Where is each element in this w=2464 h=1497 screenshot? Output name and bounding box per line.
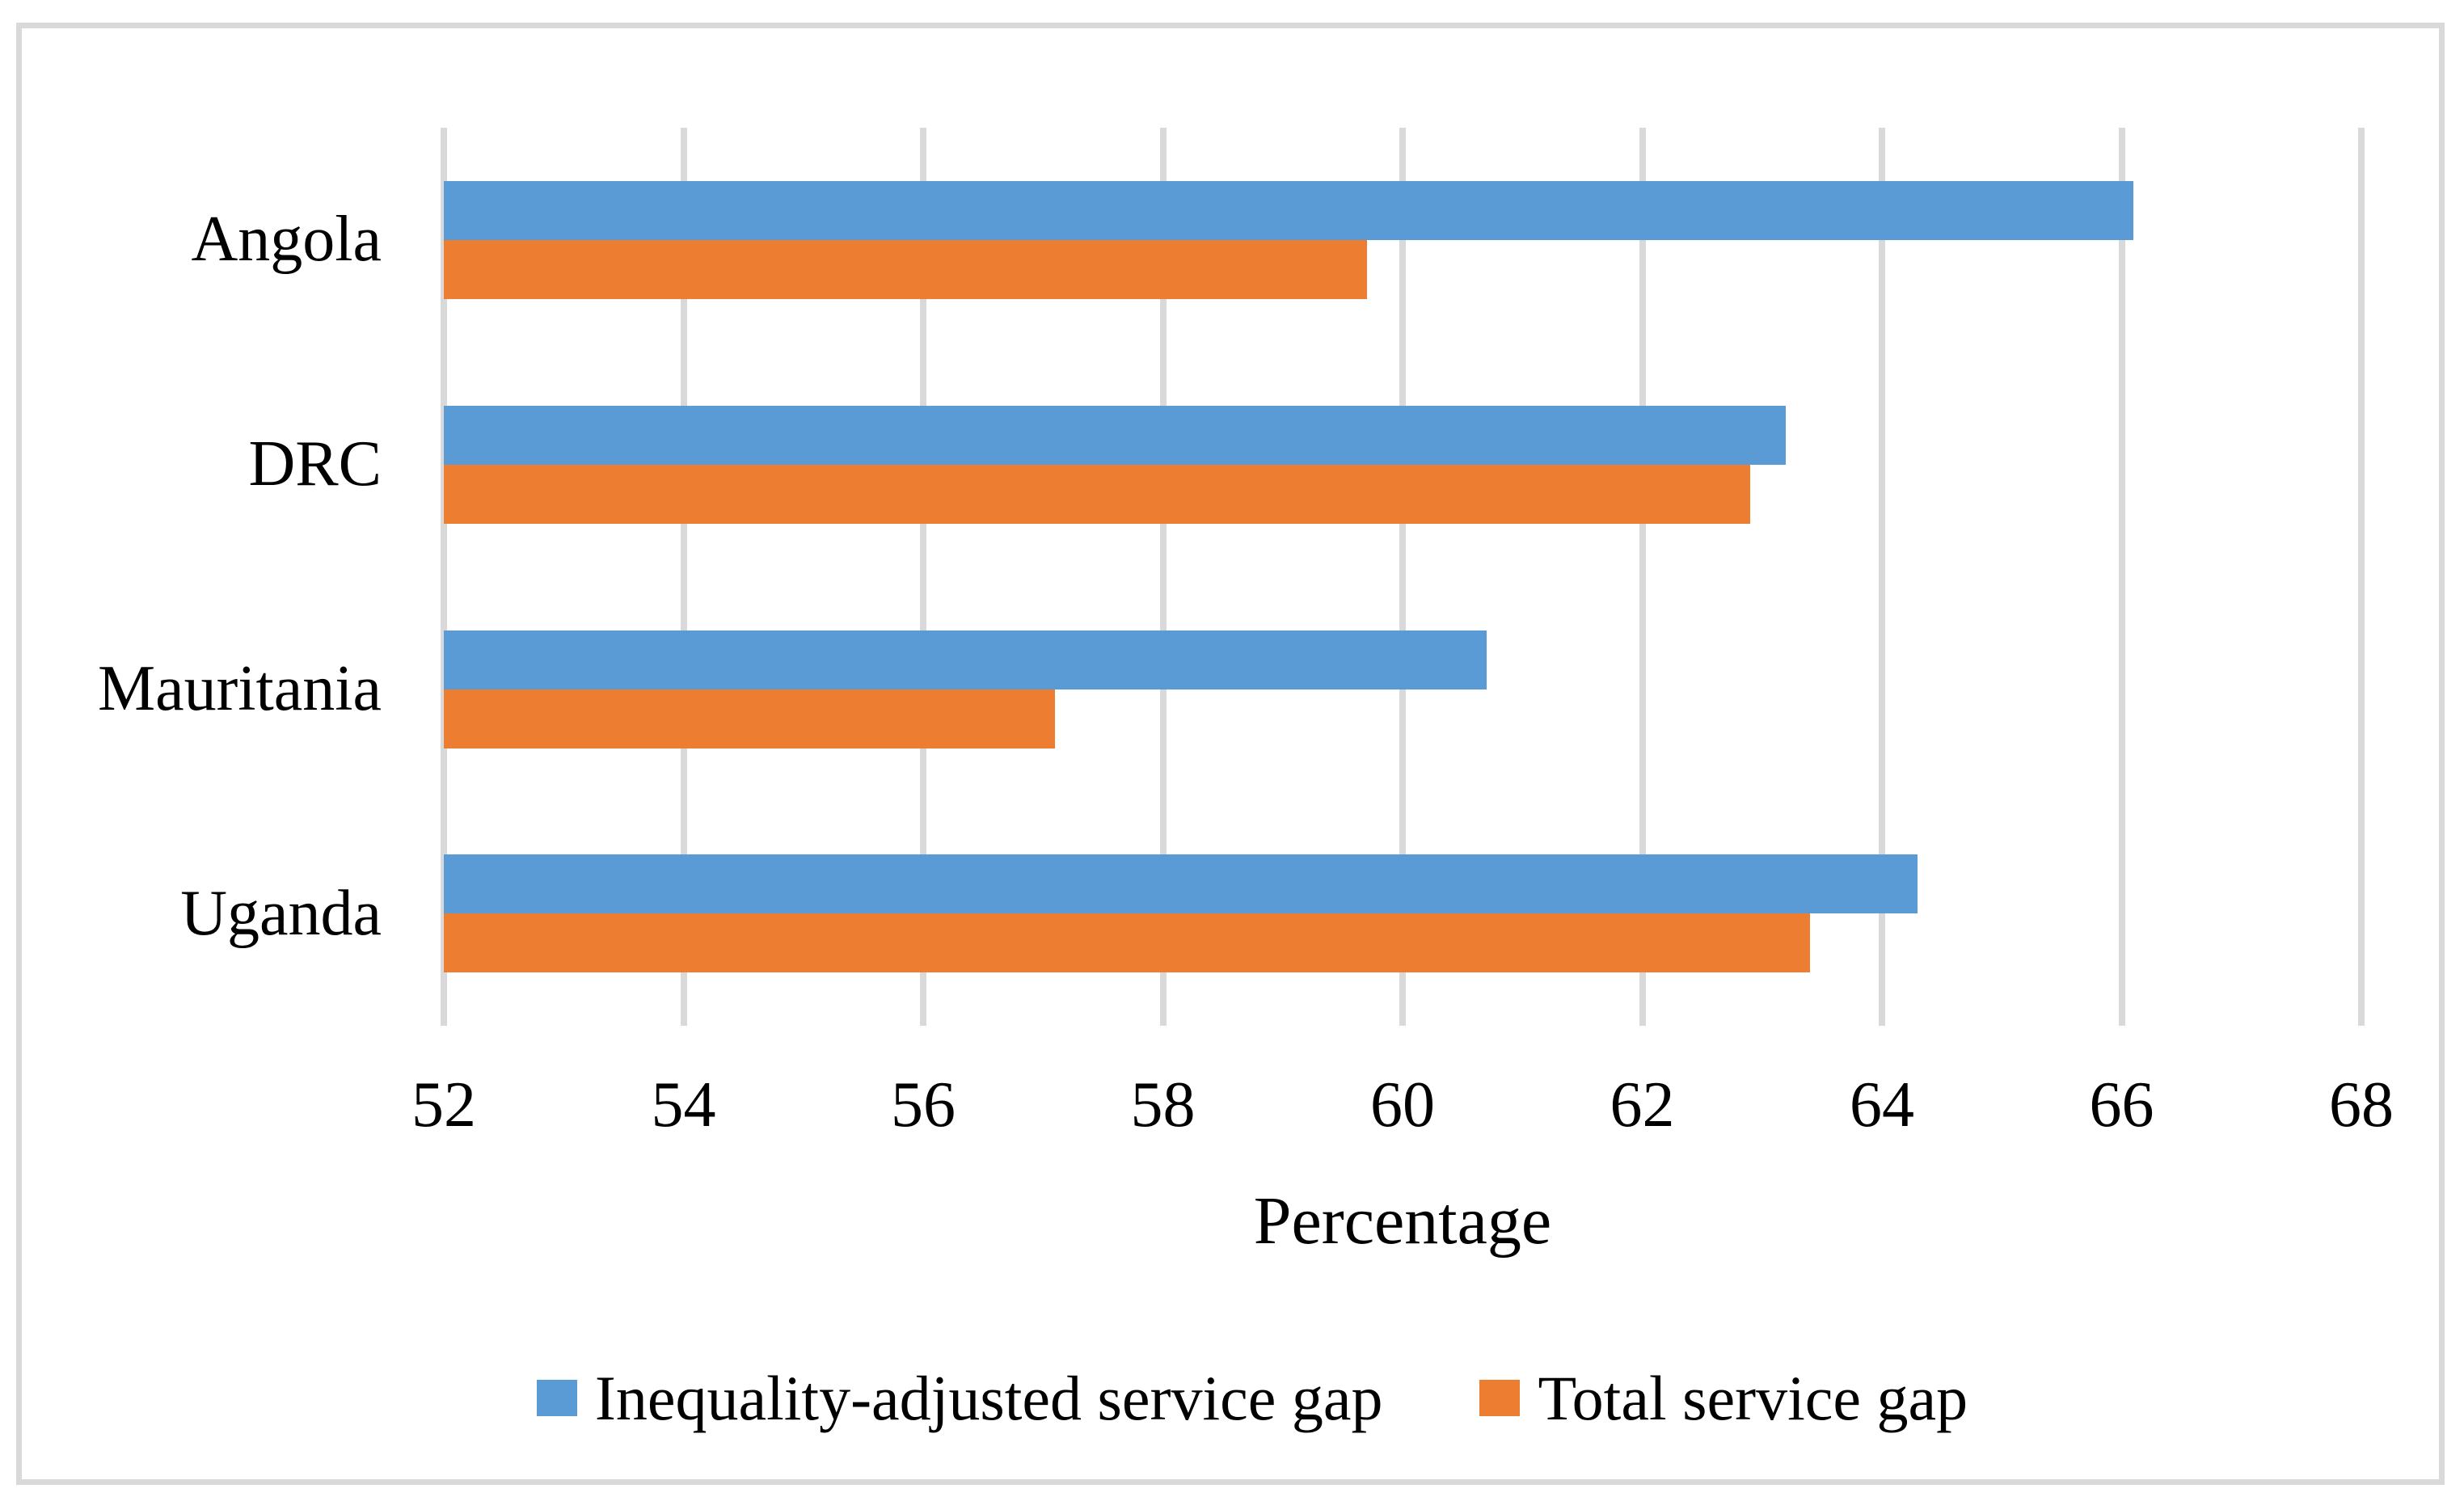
tick-label-68: 68 — [2329, 1069, 2394, 1141]
legend-label: Inequality-adjusted service gap — [594, 1363, 1383, 1433]
legend-swatch-orange — [1479, 1380, 1521, 1417]
tick-label-56: 56 — [891, 1069, 956, 1141]
tick-label-64: 64 — [1850, 1069, 1914, 1141]
gridline-54 — [680, 128, 687, 1026]
category-label-angola: Angola — [191, 204, 382, 276]
bar-angola-series-0 — [444, 181, 2134, 240]
chart-border: Angola DRC Mauritania Uganda 52 54 56 58 60 62 64… — [16, 23, 2445, 1485]
legend-label: Total service gap — [1538, 1363, 1968, 1433]
gridline-68 — [2358, 128, 2365, 1026]
tick-label-60: 60 — [1370, 1069, 1435, 1141]
bar-mauritania-series-0 — [444, 630, 1487, 689]
value-axis: 52 54 56 58 60 62 64 66 68 — [411, 1069, 2394, 1158]
bar-row-mauritania — [444, 577, 2361, 802]
category-label-drc: DRC — [248, 428, 382, 500]
tick-label-58: 58 — [1130, 1069, 1196, 1141]
plot-area — [441, 128, 2365, 1026]
bar-row-angola — [444, 128, 2361, 352]
x-axis-title: Percentage — [1253, 1183, 1552, 1259]
legend-item-total: Total service gap — [1479, 1362, 1968, 1435]
category-axis: Angola DRC Mauritania Uganda — [54, 128, 382, 1026]
bar-uganda-series-0 — [444, 854, 1918, 914]
tick-label-62: 62 — [1610, 1069, 1675, 1141]
gridline-62 — [1639, 128, 1646, 1026]
legend: Inequality-adjusted service gap Total se… — [44, 1362, 2461, 1435]
gridline-56 — [920, 128, 926, 1026]
gridline-64 — [1879, 128, 1885, 1026]
tick-label-52: 52 — [411, 1069, 476, 1141]
bar-mauritania-series-1 — [444, 689, 1056, 748]
gridline-52 — [441, 128, 447, 1026]
tick-label-66: 66 — [2089, 1069, 2154, 1141]
bar-angola-series-1 — [444, 240, 1367, 299]
gridline-58 — [1159, 128, 1167, 1026]
bar-drc-series-0 — [444, 405, 1787, 465]
bar-row-drc — [444, 352, 2361, 577]
legend-item-inequality-adjusted: Inequality-adjusted service gap — [536, 1362, 1383, 1435]
bar-drc-series-1 — [444, 464, 1750, 524]
bar-row-uganda — [444, 801, 2361, 1026]
legend-swatch-blue — [536, 1380, 577, 1417]
gridline-66 — [2118, 128, 2125, 1026]
gridline-60 — [1399, 128, 1406, 1026]
tick-label-54: 54 — [651, 1069, 716, 1141]
bar-uganda-series-1 — [444, 913, 1811, 973]
category-label-mauritania: Mauritania — [98, 652, 382, 724]
category-label-uganda: Uganda — [180, 877, 382, 949]
